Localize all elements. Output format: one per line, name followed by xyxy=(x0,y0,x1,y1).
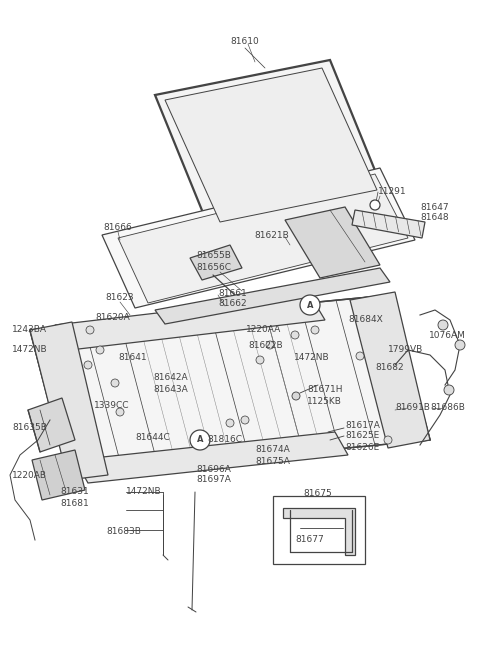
Circle shape xyxy=(438,320,448,330)
Text: 1243BA: 1243BA xyxy=(12,326,47,335)
Polygon shape xyxy=(75,432,348,483)
Text: 81643A: 81643A xyxy=(153,386,188,394)
Text: 1472NB: 1472NB xyxy=(126,487,162,496)
Circle shape xyxy=(84,361,92,369)
Text: 81677: 81677 xyxy=(296,534,324,544)
Text: 1220AA: 1220AA xyxy=(246,326,281,335)
Text: 81621B: 81621B xyxy=(254,231,289,240)
Polygon shape xyxy=(285,207,380,278)
Polygon shape xyxy=(55,295,325,350)
Text: 81671H: 81671H xyxy=(307,386,343,394)
Text: 81617A: 81617A xyxy=(345,421,380,430)
Polygon shape xyxy=(283,508,355,555)
Text: 11291: 11291 xyxy=(378,187,407,196)
Circle shape xyxy=(111,379,119,387)
Polygon shape xyxy=(350,292,430,448)
Text: 81684X: 81684X xyxy=(348,316,383,324)
Polygon shape xyxy=(155,60,385,230)
Polygon shape xyxy=(118,174,408,303)
Circle shape xyxy=(444,385,454,395)
Text: 1076AM: 1076AM xyxy=(429,331,466,341)
Text: A: A xyxy=(197,436,203,445)
Polygon shape xyxy=(32,450,85,500)
Polygon shape xyxy=(165,68,377,222)
Circle shape xyxy=(370,200,380,210)
Circle shape xyxy=(356,352,364,360)
Circle shape xyxy=(291,331,299,339)
Circle shape xyxy=(311,326,319,334)
Text: 81644C: 81644C xyxy=(135,432,170,441)
Polygon shape xyxy=(102,168,415,308)
Circle shape xyxy=(86,326,94,334)
Text: 81683B: 81683B xyxy=(106,527,141,536)
Text: 1339CC: 1339CC xyxy=(94,402,130,411)
Polygon shape xyxy=(352,210,425,238)
Text: 81626E: 81626E xyxy=(345,443,379,451)
Text: 81625E: 81625E xyxy=(345,432,379,441)
Text: 1472NB: 1472NB xyxy=(294,352,330,362)
Text: 81620A: 81620A xyxy=(95,314,130,322)
Polygon shape xyxy=(155,268,390,324)
Text: 1125KB: 1125KB xyxy=(307,398,342,407)
Text: A: A xyxy=(307,301,313,310)
Text: 81816C: 81816C xyxy=(207,436,242,445)
Text: 81610: 81610 xyxy=(230,37,259,47)
Circle shape xyxy=(116,408,124,416)
Text: 81655B: 81655B xyxy=(196,252,231,261)
Text: 81642A: 81642A xyxy=(153,373,188,383)
Polygon shape xyxy=(30,322,108,480)
Text: 81696A: 81696A xyxy=(196,464,231,474)
Text: 1472NB: 1472NB xyxy=(12,345,48,354)
Text: 81648: 81648 xyxy=(420,214,449,223)
Circle shape xyxy=(292,392,300,400)
Circle shape xyxy=(256,356,264,364)
Text: 81647: 81647 xyxy=(420,202,449,212)
Text: 81674A: 81674A xyxy=(255,445,290,455)
Text: 81656C: 81656C xyxy=(196,263,231,272)
Text: 81691B: 81691B xyxy=(395,403,430,413)
Text: 81681: 81681 xyxy=(60,498,89,508)
Text: 1220AB: 1220AB xyxy=(12,472,47,481)
Text: 81686B: 81686B xyxy=(430,403,465,413)
Circle shape xyxy=(190,430,210,450)
Text: 81697A: 81697A xyxy=(196,476,231,485)
Text: 81666: 81666 xyxy=(104,223,132,233)
Circle shape xyxy=(96,346,104,354)
Polygon shape xyxy=(28,398,75,452)
Text: 81682: 81682 xyxy=(375,364,404,373)
Polygon shape xyxy=(190,245,242,280)
Bar xyxy=(273,496,365,564)
Text: 1799VB: 1799VB xyxy=(388,345,423,354)
Text: 81662: 81662 xyxy=(218,299,247,309)
Circle shape xyxy=(384,436,392,444)
Text: 81675: 81675 xyxy=(304,489,332,498)
Text: 81622B: 81622B xyxy=(248,341,283,350)
Circle shape xyxy=(300,295,320,315)
Polygon shape xyxy=(30,295,430,475)
Text: 81661: 81661 xyxy=(218,288,247,297)
Text: 81631: 81631 xyxy=(60,487,89,496)
Circle shape xyxy=(226,419,234,427)
Circle shape xyxy=(455,340,465,350)
Text: 81641: 81641 xyxy=(118,354,146,362)
Circle shape xyxy=(266,341,274,349)
Circle shape xyxy=(241,416,249,424)
Text: 81675A: 81675A xyxy=(255,457,290,466)
Text: 81635B: 81635B xyxy=(12,422,47,432)
Text: 81623: 81623 xyxy=(106,293,134,303)
